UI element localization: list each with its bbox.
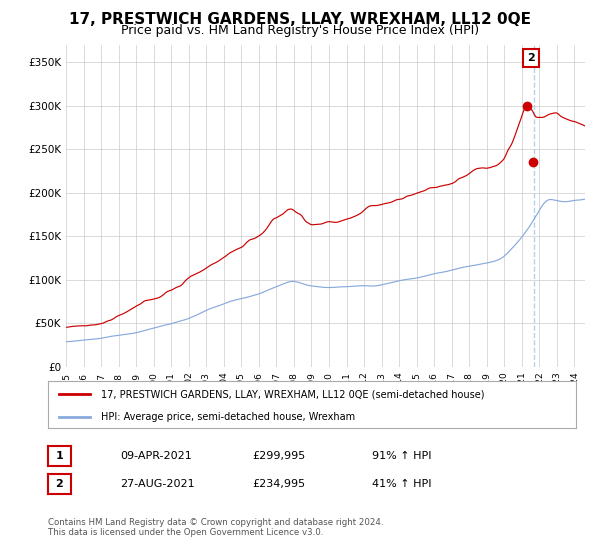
Text: 41% ↑ HPI: 41% ↑ HPI — [372, 479, 431, 489]
Text: 91% ↑ HPI: 91% ↑ HPI — [372, 451, 431, 461]
Text: HPI: Average price, semi-detached house, Wrexham: HPI: Average price, semi-detached house,… — [101, 412, 355, 422]
Text: Contains HM Land Registry data © Crown copyright and database right 2024.
This d: Contains HM Land Registry data © Crown c… — [48, 518, 383, 538]
Text: £234,995: £234,995 — [252, 479, 305, 489]
Text: 17, PRESTWICH GARDENS, LLAY, WREXHAM, LL12 0QE (semi-detached house): 17, PRESTWICH GARDENS, LLAY, WREXHAM, LL… — [101, 389, 484, 399]
Text: 1: 1 — [56, 451, 63, 461]
Text: Price paid vs. HM Land Registry's House Price Index (HPI): Price paid vs. HM Land Registry's House … — [121, 24, 479, 36]
Text: 27-AUG-2021: 27-AUG-2021 — [120, 479, 194, 489]
Text: 09-APR-2021: 09-APR-2021 — [120, 451, 192, 461]
Text: £299,995: £299,995 — [252, 451, 305, 461]
Text: 2: 2 — [527, 53, 535, 63]
Text: 17, PRESTWICH GARDENS, LLAY, WREXHAM, LL12 0QE: 17, PRESTWICH GARDENS, LLAY, WREXHAM, LL… — [69, 12, 531, 27]
Text: 2: 2 — [56, 479, 63, 489]
